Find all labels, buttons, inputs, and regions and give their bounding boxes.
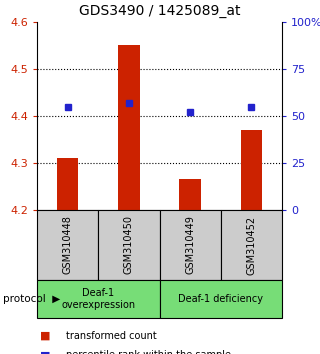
Text: ■: ■	[40, 331, 51, 341]
Bar	[221, 210, 282, 280]
Bar	[159, 210, 221, 280]
Bar	[57, 158, 78, 210]
Bar	[98, 210, 159, 280]
Bar	[37, 210, 98, 280]
Text: transformed count: transformed count	[66, 331, 156, 341]
Text: GSM310449: GSM310449	[185, 216, 195, 274]
Bar	[118, 46, 140, 210]
Bar	[159, 280, 282, 318]
Text: GSM310450: GSM310450	[124, 216, 134, 274]
Title: GDS3490 / 1425089_at: GDS3490 / 1425089_at	[79, 4, 240, 18]
Text: protocol  ▶: protocol ▶	[3, 294, 60, 304]
Bar	[241, 130, 262, 210]
Text: Deaf-1 deficiency: Deaf-1 deficiency	[178, 294, 263, 304]
Bar	[37, 280, 159, 318]
Text: percentile rank within the sample: percentile rank within the sample	[66, 350, 231, 354]
Text: Deaf-1
overexpression: Deaf-1 overexpression	[61, 288, 135, 310]
Text: GSM310452: GSM310452	[246, 216, 256, 275]
Text: GSM310448: GSM310448	[63, 216, 73, 274]
Bar	[180, 179, 201, 210]
Text: ■: ■	[40, 350, 51, 354]
